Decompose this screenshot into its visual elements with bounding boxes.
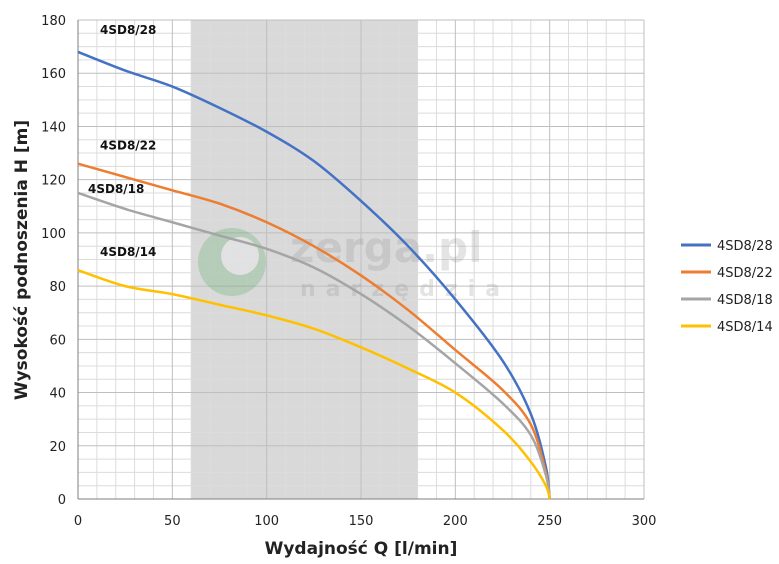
series-line-4sd8-18 bbox=[77, 191, 551, 500]
legend-label: 4SD8/14 bbox=[717, 320, 773, 335]
legend-label: 4SD8/18 bbox=[717, 293, 773, 308]
series-line-4sd8-14 bbox=[77, 268, 551, 500]
x-tick-label: 150 bbox=[349, 514, 374, 529]
curve-labels: 4SD8/28 4SD8/22 4SD8/18 4SD8/14 bbox=[88, 23, 156, 259]
series-lines bbox=[77, 50, 551, 500]
series-line-4sd8-28 bbox=[77, 50, 551, 500]
x-axis-title: Wydajność Q [l/min] bbox=[265, 539, 458, 559]
legend-label: 4SD8/28 bbox=[717, 239, 773, 254]
x-tick-labels: 0 50 100 150 200 250 300 bbox=[74, 514, 657, 529]
curve-label: 4SD8/22 bbox=[100, 139, 156, 153]
curve-label: 4SD8/14 bbox=[100, 245, 156, 259]
y-tick-label: 180 bbox=[41, 14, 66, 29]
y-tick-label: 80 bbox=[49, 280, 66, 295]
watermark-subtext: narzędzia bbox=[300, 277, 510, 302]
y-tick-labels: 0 20 40 60 80 100 120 140 160 180 bbox=[41, 14, 66, 508]
series-line-4sd8-22 bbox=[77, 162, 551, 500]
x-tick-label: 300 bbox=[632, 514, 657, 529]
x-tick-label: 50 bbox=[164, 514, 181, 529]
watermark-logo: zerga.pl narzędzia bbox=[198, 223, 510, 302]
legend: 4SD8/28 4SD8/22 4SD8/18 4SD8/14 bbox=[681, 239, 773, 335]
legend-label: 4SD8/22 bbox=[717, 266, 773, 281]
y-tick-label: 120 bbox=[41, 174, 66, 189]
x-tick-label: 200 bbox=[443, 514, 468, 529]
curve-label: 4SD8/28 bbox=[100, 23, 156, 37]
y-tick-label: 160 bbox=[41, 67, 66, 82]
y-axis-title: Wysokość podnoszenia H [m] bbox=[12, 120, 32, 400]
x-tick-label: 0 bbox=[74, 514, 82, 529]
x-tick-label: 100 bbox=[254, 514, 279, 529]
watermark-logo-shape bbox=[198, 228, 266, 296]
y-tick-label: 60 bbox=[49, 333, 66, 348]
y-tick-label: 20 bbox=[49, 440, 66, 455]
curve-label: 4SD8/18 bbox=[88, 182, 144, 196]
watermark-logo-cutout bbox=[221, 237, 259, 275]
x-tick-label: 250 bbox=[537, 514, 562, 529]
y-tick-label: 140 bbox=[41, 120, 66, 135]
y-tick-label: 0 bbox=[58, 493, 66, 508]
y-tick-label: 40 bbox=[49, 387, 66, 402]
watermark-text: zerga.pl bbox=[290, 223, 482, 272]
y-tick-label: 100 bbox=[41, 227, 66, 242]
